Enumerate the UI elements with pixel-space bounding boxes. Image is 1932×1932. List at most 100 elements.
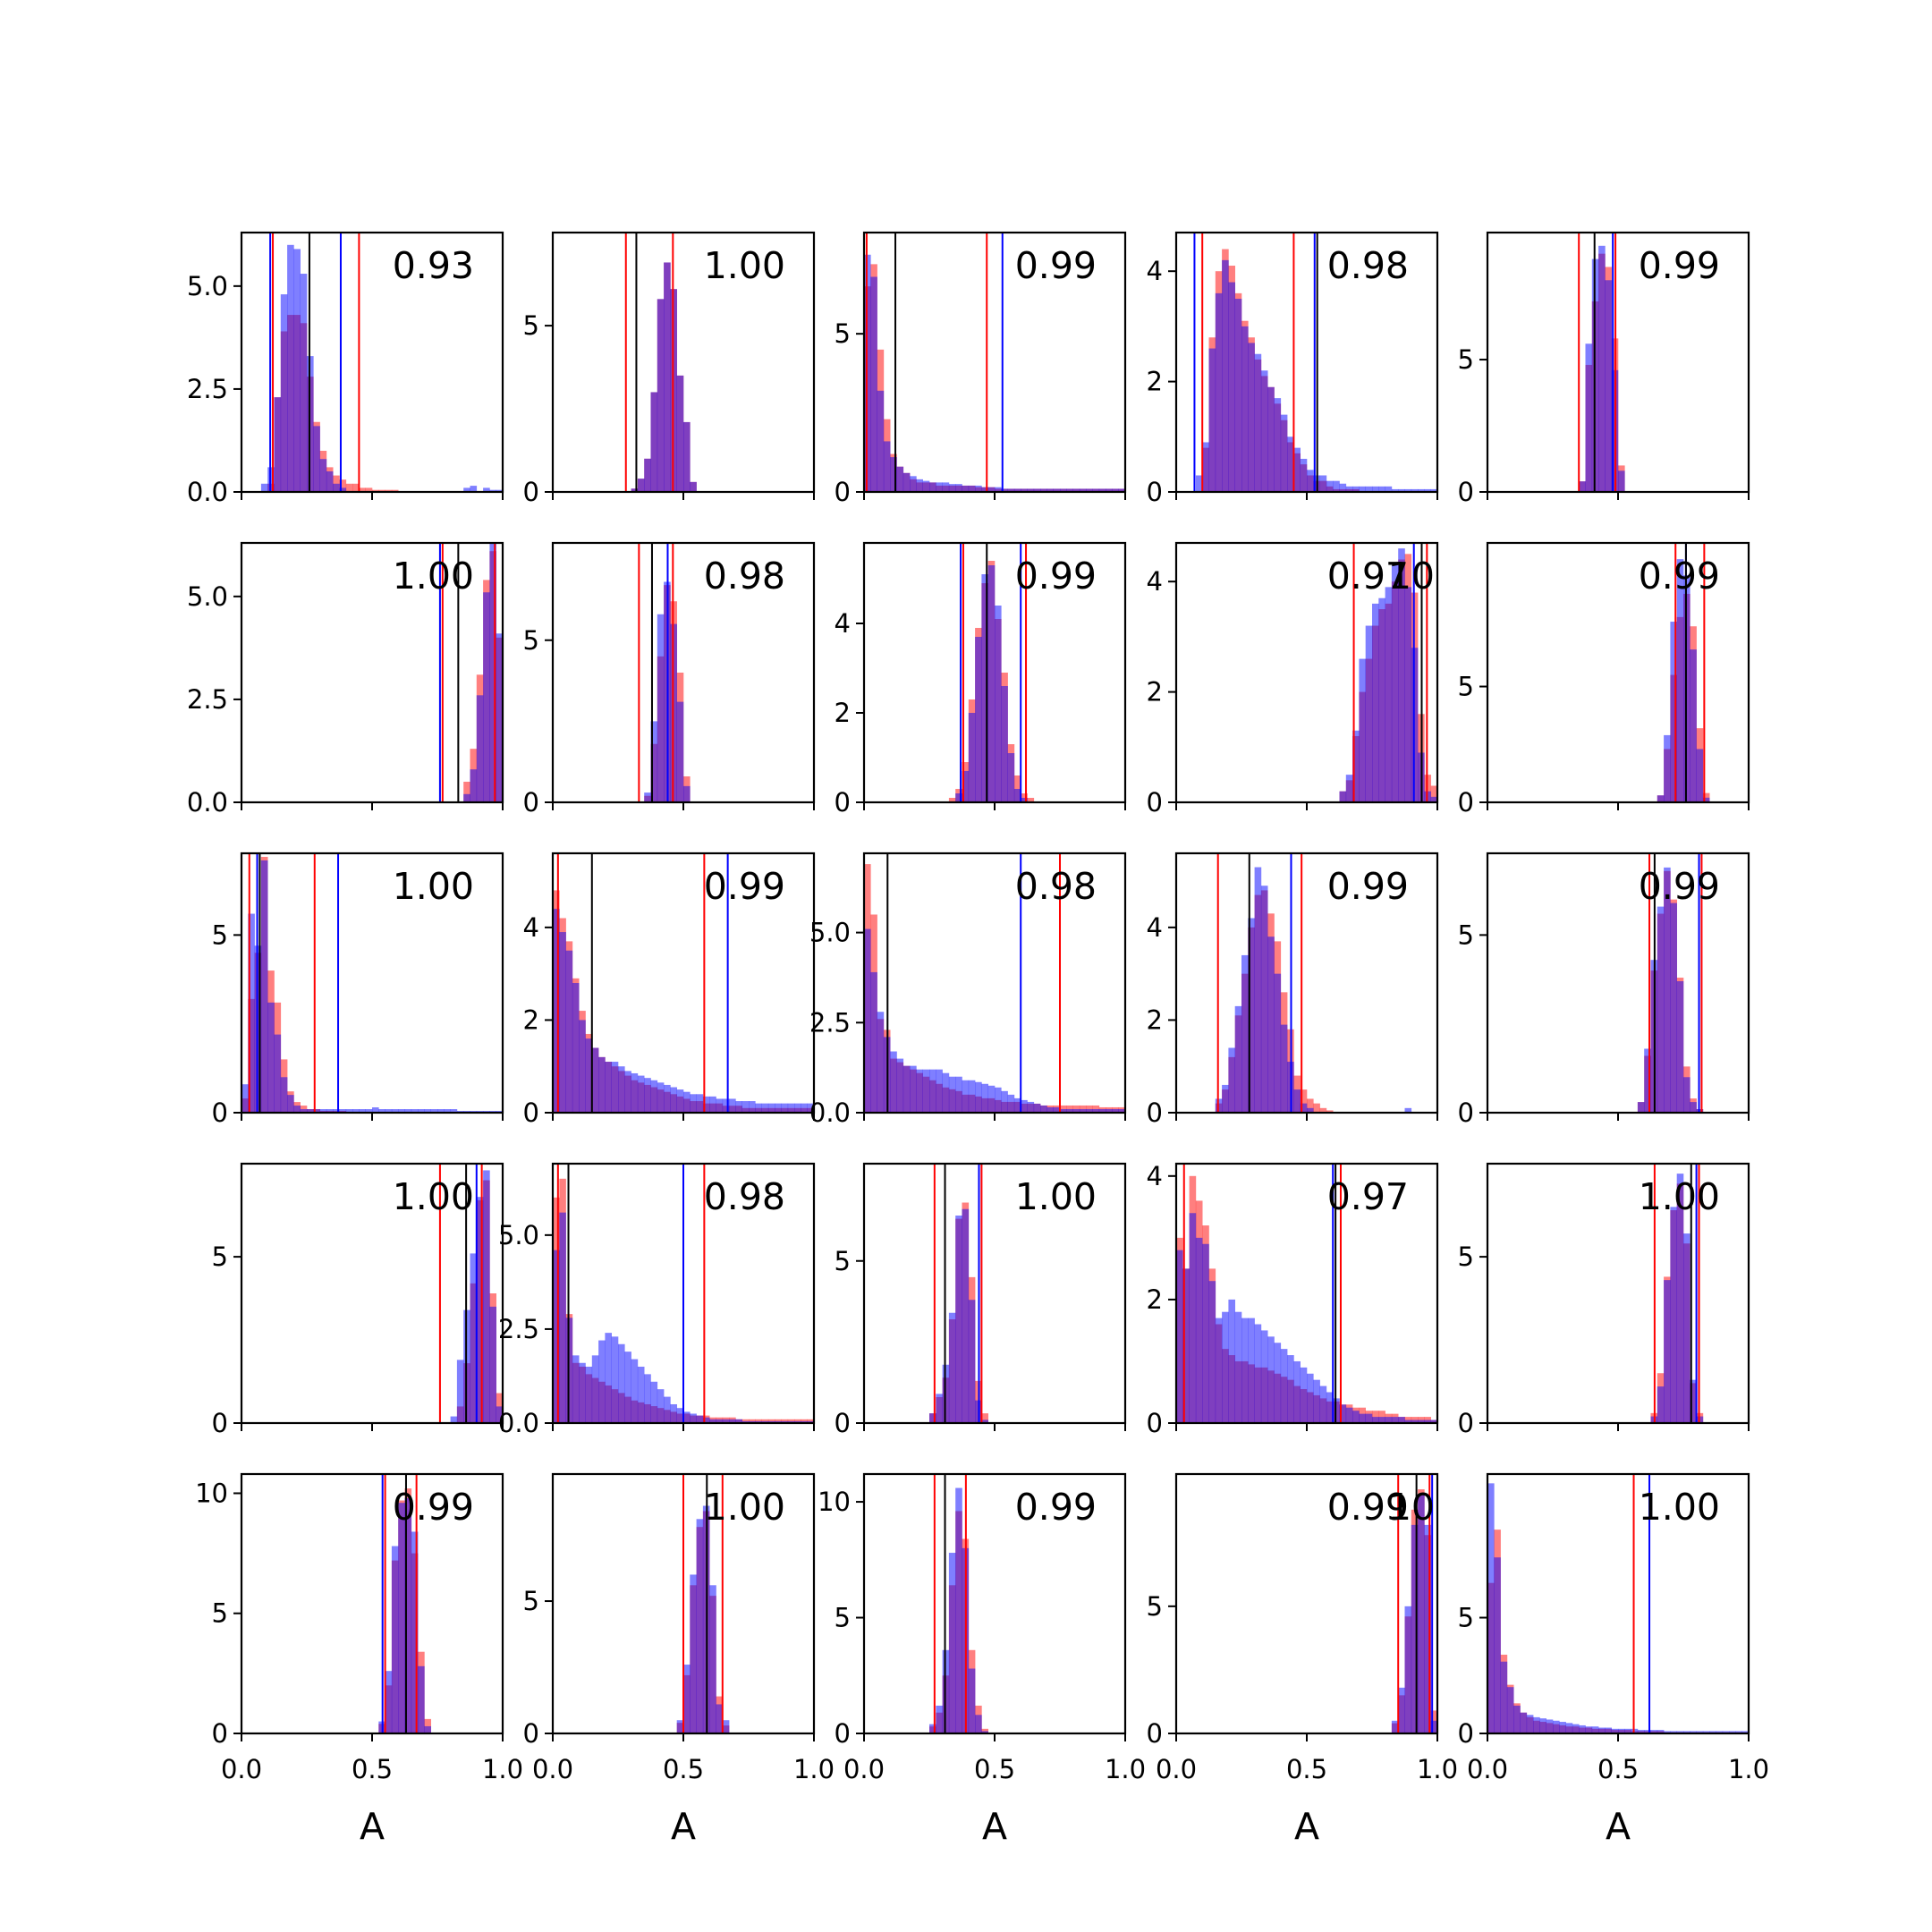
blue-bar	[910, 1065, 917, 1113]
blue-bar	[1657, 906, 1665, 1113]
blue-bar	[767, 1103, 775, 1113]
y-tick-label: 0	[835, 787, 851, 818]
blue-bar	[398, 1109, 405, 1113]
blue-bar	[1280, 1349, 1288, 1423]
blue-bar	[890, 457, 897, 492]
blue-bar	[683, 1091, 691, 1113]
blue-bar	[1053, 1106, 1061, 1113]
blue-bar	[948, 484, 956, 492]
blue-bar	[1359, 1413, 1366, 1423]
blue-bar	[267, 1002, 275, 1113]
blue-bar	[1365, 1413, 1373, 1423]
blue-bar	[896, 1058, 904, 1113]
x-tick-label: 0.0	[532, 1754, 573, 1784]
blue-bar	[1664, 734, 1671, 802]
red-bar	[365, 487, 373, 492]
y-tick-label: 0	[1147, 1408, 1163, 1438]
blue-bar	[1506, 1687, 1514, 1733]
blue-bar	[962, 1080, 970, 1113]
subplot-r4c4: 0 2 4 0.97	[1147, 1161, 1439, 1438]
blue-bar	[483, 487, 490, 492]
blue-bar	[1359, 486, 1366, 492]
blue-bar	[1079, 1108, 1087, 1113]
y-tick-label: 5	[1147, 1591, 1163, 1622]
blue-bar	[1208, 348, 1216, 492]
blue-bar	[1418, 488, 1425, 492]
blue-bar	[1046, 1106, 1054, 1113]
blue-bar	[1611, 1728, 1619, 1733]
blue-bar	[1066, 488, 1073, 492]
blue-bar	[1664, 1280, 1671, 1423]
blue-bar	[1690, 1102, 1697, 1113]
blue-bar	[631, 1359, 639, 1423]
blue-bar	[690, 1413, 697, 1423]
blue-bar	[722, 1720, 730, 1733]
y-tick-label: 0	[1147, 787, 1163, 818]
y-tick-label: 0	[835, 1718, 851, 1749]
blue-bar	[553, 1250, 560, 1423]
subplot-r3c2: 0 2 4 0.99	[523, 852, 816, 1128]
blue-bar	[553, 909, 560, 1113]
blue-bar	[476, 1197, 484, 1423]
blue-bar	[981, 574, 988, 802]
blue-bar	[1391, 564, 1399, 802]
blue-bar	[801, 1103, 808, 1113]
blue-bar	[683, 785, 691, 802]
blue-bar	[605, 1062, 612, 1113]
blue-bar	[755, 1103, 762, 1113]
blue-bar	[450, 1416, 458, 1423]
panel-annotation: 1.00	[393, 1175, 474, 1218]
blue-bar	[722, 1098, 730, 1113]
blue-bar	[890, 1051, 897, 1113]
blue-bar	[650, 392, 658, 492]
blue-bar	[572, 983, 580, 1113]
blue-bar	[948, 1312, 956, 1423]
blue-bar	[968, 713, 976, 802]
blue-bar	[1254, 1324, 1262, 1423]
blue-bar	[1565, 1723, 1573, 1733]
panel-annotation: 0.98	[1015, 865, 1097, 908]
blue-bar	[1690, 1379, 1697, 1423]
blue-bar	[1260, 886, 1268, 1113]
y-tick-label: 2	[523, 1004, 539, 1035]
blue-bar	[948, 1553, 956, 1733]
blue-bar	[1053, 488, 1061, 492]
blue-bar	[1398, 548, 1405, 802]
blue-bar	[598, 1056, 606, 1113]
blue-bar	[864, 928, 871, 1113]
y-tick-label: 0	[1458, 477, 1474, 507]
blue-bar	[1293, 1089, 1301, 1113]
blue-bar	[650, 721, 658, 802]
blue-bar	[676, 1089, 684, 1113]
blue-bar	[1339, 1404, 1347, 1423]
y-tick-label: 4	[835, 608, 851, 639]
blue-bar	[1287, 436, 1294, 492]
y-tick-label: 5	[1458, 1241, 1474, 1272]
blue-bar	[1598, 1727, 1606, 1733]
blue-bar	[404, 1109, 412, 1113]
plot-area	[553, 1164, 814, 1423]
plot-area	[242, 853, 503, 1113]
blue-bar	[1027, 488, 1035, 492]
plot-area	[438, 543, 503, 802]
blue-bar	[902, 472, 911, 492]
subplot-r2c1: 0.0 2.5 5.0 1.00	[187, 541, 504, 818]
blue-bar	[345, 1109, 353, 1113]
panel-annotation: 0.99	[1015, 555, 1097, 597]
y-tick-label: 5.0	[187, 581, 228, 612]
blue-bar	[910, 476, 917, 492]
y-tick-label: 4	[1147, 912, 1163, 943]
blue-bar	[579, 1020, 586, 1113]
blue-bar	[287, 244, 294, 492]
blue-bar	[326, 1109, 334, 1113]
blue-bar	[437, 1109, 445, 1113]
subplot-r3c5: 050.99	[1458, 852, 1750, 1128]
red-bar	[359, 487, 366, 492]
blue-bar	[1060, 1108, 1067, 1113]
blue-bar	[1086, 488, 1093, 492]
blue-bar	[1118, 488, 1125, 492]
blue-bar	[942, 1072, 950, 1113]
blue-bar	[948, 1076, 956, 1113]
panel-annotation: 0.98	[1327, 244, 1409, 287]
blue-bar	[424, 1725, 431, 1733]
